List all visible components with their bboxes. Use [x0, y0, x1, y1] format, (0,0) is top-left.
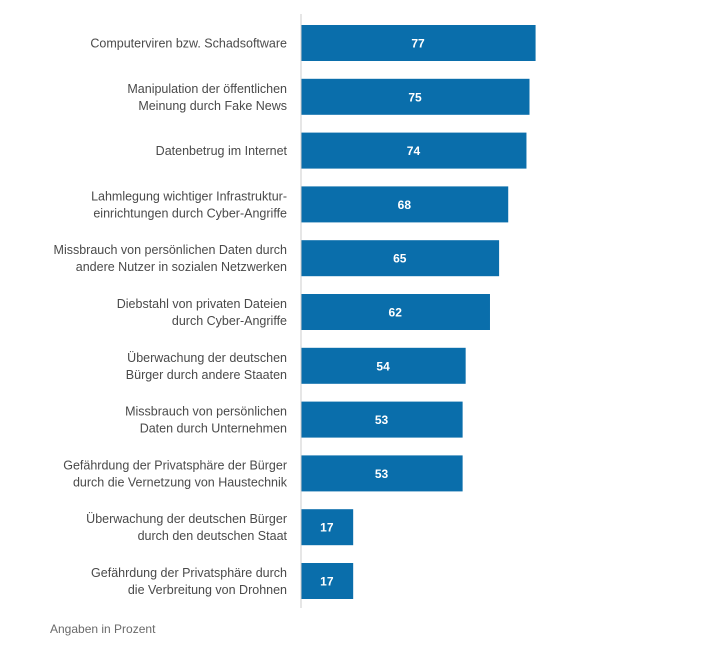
bar — [301, 240, 500, 277]
category-label-line: durch Cyber-Angriffe — [172, 314, 287, 328]
category-label: Computerviren bzw. Schadsoftware — [90, 37, 287, 51]
category-label-line: Gefährdung der Privatsphäre der Bürger — [63, 458, 287, 472]
bar — [301, 455, 463, 492]
category-label: Missbrauch von persönlichen Daten durch U… — [125, 405, 287, 436]
category-label: Diebstahl von privaten Dateien durch Cybe… — [117, 297, 287, 328]
category-label-line: Manipulation der öffentlichen — [127, 82, 287, 96]
bar — [301, 509, 354, 546]
category-label-line: Computerviren bzw. Schadsoftware — [90, 37, 287, 51]
bar — [301, 294, 490, 330]
bar — [301, 78, 530, 115]
bar-value-label: 17 — [320, 521, 334, 535]
bars-group: 77 Computerviren bzw. Schadsoftware 75 Mani… — [54, 25, 536, 599]
category-label: Gefährdung der Privatsphäre durch die Ver… — [91, 566, 287, 597]
category-label-line: Diebstahl von privaten Dateien — [117, 297, 287, 311]
category-label: Manipulation der öffentlichen Meinung dur… — [127, 82, 287, 113]
bar-value-label: 65 — [393, 252, 407, 266]
bar — [301, 132, 527, 169]
bar — [301, 563, 354, 599]
category-label-line: durch den deutschen Staat — [138, 529, 288, 543]
category-label-line: Gefährdung der Privatsphäre durch — [91, 566, 287, 580]
bar-value-label: 74 — [407, 144, 421, 158]
category-label: Überwachung der deutschen Bürger durch an… — [126, 351, 287, 382]
bar-value-label: 75 — [408, 90, 422, 104]
bar-value-label: 77 — [411, 37, 425, 51]
bar — [301, 25, 536, 61]
bar — [301, 347, 466, 384]
category-label-line: Bürger durch andere Staaten — [126, 368, 287, 382]
bar-value-label: 53 — [375, 413, 389, 427]
category-label: Gefährdung der Privatsphäre der Bürger du… — [63, 458, 287, 489]
category-label: Datenbetrug im Internet — [156, 144, 288, 158]
category-label-line: Missbrauch von persönlichen — [125, 405, 287, 419]
category-label-line: Meinung durch Fake News — [138, 99, 287, 113]
category-label: Missbrauch von persönlichen Daten durch a… — [54, 243, 288, 274]
category-label: Lahmlegung wichtiger Infrastruktur-einri… — [91, 189, 287, 220]
category-label-line: Missbrauch von persönlichen Daten durch — [54, 243, 288, 257]
bar — [301, 186, 509, 223]
category-label-line: Überwachung der deutschen — [127, 351, 287, 365]
category-label-line: die Verbreitung von Drohnen — [128, 583, 287, 597]
bar-value-label: 62 — [389, 306, 403, 320]
category-label-line: Datenbetrug im Internet — [156, 144, 288, 158]
category-label-line: Daten durch Unternehmen — [140, 422, 287, 436]
bar-value-label: 17 — [320, 575, 334, 589]
footnote: Angaben in Prozent — [50, 622, 156, 636]
bar-value-label: 68 — [398, 198, 412, 212]
bar-value-label: 54 — [376, 359, 390, 373]
bar-value-label: 53 — [375, 467, 389, 481]
category-label-line: andere Nutzer in sozialen Netzwerken — [76, 260, 287, 274]
category-label: Überwachung der deutschen Bürger durch de… — [86, 512, 287, 543]
category-label-line: Lahmlegung wichtiger Infrastruktur- — [91, 189, 287, 203]
bar-chart: 77 Computerviren bzw. Schadsoftware 75 Mani… — [54, 14, 536, 608]
category-label-line: durch die Vernetzung von Haustechnik — [73, 475, 288, 489]
category-label-line: Überwachung der deutschen Bürger — [86, 512, 287, 526]
category-label-line: einrichtungen durch Cyber-Angriffe — [93, 206, 287, 220]
bar — [301, 401, 463, 438]
